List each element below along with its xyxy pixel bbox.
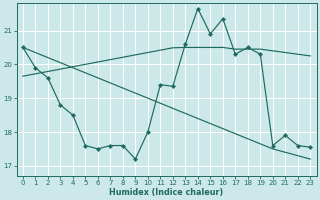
X-axis label: Humidex (Indice chaleur): Humidex (Indice chaleur)	[109, 188, 224, 197]
